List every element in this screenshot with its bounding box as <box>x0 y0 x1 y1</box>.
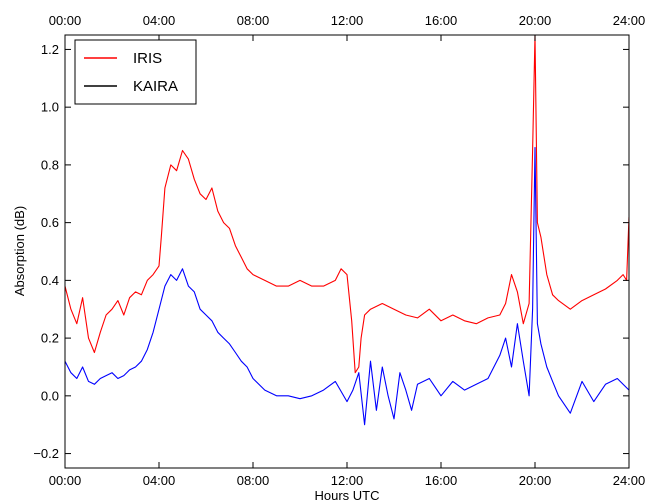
series-line-iris <box>65 35 629 374</box>
x-axis-title: Hours UTC <box>314 488 379 503</box>
x-tick-label: 00:00 <box>49 473 82 488</box>
legend-label-iris: IRIS <box>133 50 162 67</box>
x-tick-label-top: 16:00 <box>425 13 458 28</box>
x-tick-label-top: 24:00 <box>613 13 646 28</box>
y-tick-label: 0.8 <box>41 157 59 172</box>
x-tick-label-top: 20:00 <box>519 13 552 28</box>
x-tick-label: 16:00 <box>425 473 458 488</box>
y-tick-label: 0.2 <box>41 331 59 346</box>
ticks-group: 00:00 00:00 04:00 04:00 08:00 08:00 12:00 12:00… <box>33 13 645 488</box>
y-tick-label: 0.4 <box>41 273 59 288</box>
x-tick-label-top: 08:00 <box>237 13 270 28</box>
y-tick-label: 1.2 <box>41 42 59 57</box>
y-tick-label: 1.0 <box>41 100 59 115</box>
legend-label-kaira: KAIRA <box>133 78 178 95</box>
x-tick-label: 12:00 <box>331 473 364 488</box>
x-tick-label-top: 00:00 <box>49 13 82 28</box>
x-tick-label: 04:00 <box>143 473 176 488</box>
series-group <box>65 35 629 426</box>
x-tick-label: 20:00 <box>519 473 552 488</box>
x-tick-label-top: 04:00 <box>143 13 176 28</box>
x-tick-label: 24:00 <box>613 473 646 488</box>
legend: IRIS KAIRA <box>74 39 197 105</box>
x-tick-label: 08:00 <box>237 473 270 488</box>
y-tick-label: 0.6 <box>41 215 59 230</box>
y-tick-label: 0.0 <box>41 388 59 403</box>
series-line-kaira <box>65 147 629 426</box>
y-axis-title: Absorption (dB) <box>12 206 27 296</box>
legend-box <box>74 39 197 105</box>
x-tick-label-top: 12:00 <box>331 13 364 28</box>
y-tick-label: −0.2 <box>33 446 59 461</box>
